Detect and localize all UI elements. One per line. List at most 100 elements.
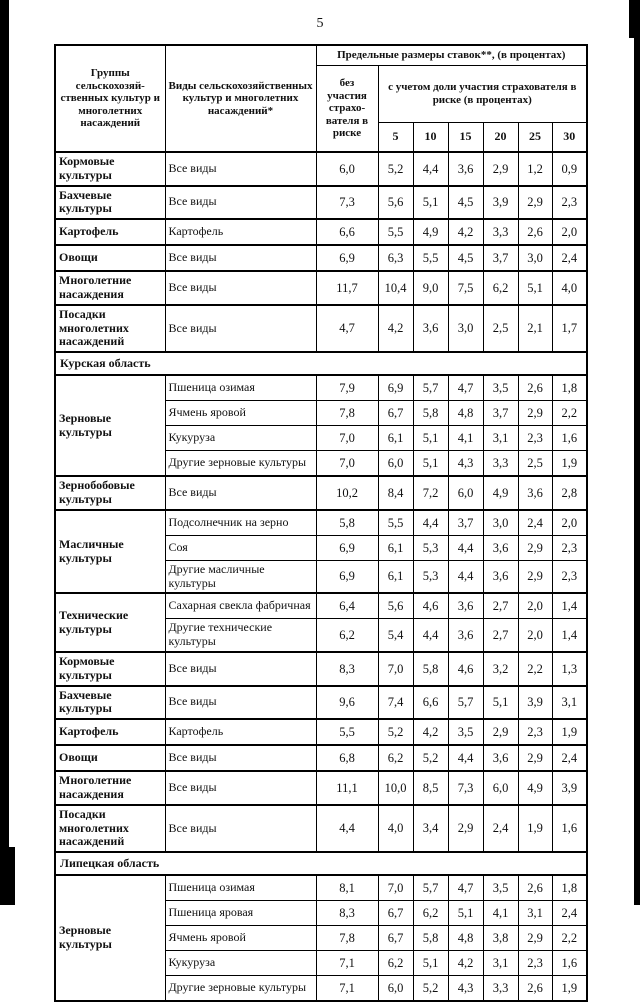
rate-value: 6,0 [447, 475, 484, 511]
rate-value: 6,7 [377, 400, 414, 427]
rate-value: 1,8 [551, 374, 588, 402]
rate-value: 2,9 [517, 559, 553, 594]
region-row: Курская область [54, 351, 588, 377]
table-row: Масличные культуры Подсолнечник на зерно 5… [54, 508, 588, 594]
table-row: Картофель Картофель 5,5 5,2 4,2 3,5 2,9 2,3 1,9 [54, 718, 588, 746]
rate-value: 2,3 [551, 559, 588, 594]
header-no-participation: без участия страхо-вателя в риске [315, 65, 379, 153]
rate-value: 1,7 [551, 303, 588, 353]
crop-type-name: Все виды [164, 151, 317, 187]
crop-type-name: Подсолнечник на зерно [164, 508, 317, 536]
rate-value: 4,7 [447, 874, 484, 902]
rate-value: 3,6 [447, 592, 484, 620]
crop-type-name: Все виды [164, 770, 317, 806]
rate-value: 4,2 [447, 950, 484, 977]
rate-value: 6,0 [315, 151, 379, 187]
rate-value: 1,8 [551, 874, 588, 902]
rate-value: 2,7 [482, 592, 519, 620]
rate-value: 8,3 [315, 900, 379, 927]
rate-value: 4,5 [447, 184, 484, 220]
rate-value: 6,9 [315, 559, 379, 594]
table-row: Многолетние насаждения Все виды 11,1 10,0 8,… [54, 770, 588, 806]
rate-value: 6,6 [412, 684, 449, 720]
rate-value: 5,1 [412, 950, 449, 977]
rate-value: 6,0 [482, 770, 519, 806]
rate-value: 5,8 [412, 925, 449, 952]
rate-value: 4,8 [447, 925, 484, 952]
crop-group-name: Кормовые культуры [54, 151, 166, 187]
crop-type-name: Все виды [164, 270, 317, 306]
crop-group-name: Масличные культуры [54, 508, 166, 594]
rate-value: 5,6 [377, 592, 414, 620]
rate-value: 3,7 [482, 244, 519, 272]
rate-value: 5,1 [412, 450, 449, 477]
crop-type-name: Все виды [164, 244, 317, 272]
rate-value: 11,7 [315, 270, 379, 306]
rate-value: 2,2 [551, 925, 588, 952]
rate-value: 4,2 [447, 218, 484, 246]
rate-value: 8,3 [315, 650, 379, 687]
table-row: Картофель Картофель 6,6 5,5 4,9 4,2 3,3 2,6 2,0 [54, 218, 588, 246]
rate-value: 4,4 [412, 508, 449, 536]
crop-type-name: Пшеница озимая [164, 374, 317, 402]
rate-value: 2,3 [551, 534, 588, 561]
rate-value: 4,4 [447, 534, 484, 561]
rate-value: 3,6 [517, 475, 553, 511]
rate-value: 2,9 [482, 151, 519, 187]
header-percent-5: 5 [377, 122, 414, 153]
rate-value: 3,6 [482, 559, 519, 594]
table-row: Кормовые культуры Все виды 8,3 7,0 5,8 4,6 3,2… [54, 650, 588, 687]
rate-value: 4,0 [377, 803, 414, 853]
rate-value: 3,6 [447, 151, 484, 187]
rate-value: 3,3 [482, 450, 519, 477]
rate-value: 5,1 [412, 425, 449, 452]
rate-value: 2,3 [517, 425, 553, 452]
crop-type-name: Сахарная свекла фабричная [164, 592, 317, 620]
rate-value: 3,5 [482, 374, 519, 402]
rate-value: 6,2 [482, 270, 519, 306]
rate-value: 3,6 [412, 303, 449, 353]
rate-value: 4,4 [315, 803, 379, 853]
crop-type-name: Все виды [164, 744, 317, 772]
rate-value: 6,9 [315, 244, 379, 272]
rate-value: 5,1 [517, 270, 553, 306]
rate-value: 3,4 [412, 803, 449, 853]
rate-value: 6,2 [377, 950, 414, 977]
header-crop-types: Виды сельскохозяйственных культур и мног… [164, 44, 317, 153]
table-row: Зерновые культуры Пшеница озимая 7,9 6,9 5,7… [54, 374, 588, 477]
rate-value: 10,4 [377, 270, 414, 306]
rate-value: 1,9 [551, 450, 588, 477]
crop-group-name: Бахчевые культуры [54, 684, 166, 720]
rate-value: 6,1 [377, 425, 414, 452]
rate-value: 10,0 [377, 770, 414, 806]
rate-value: 7,8 [315, 400, 379, 427]
crop-type-name: Другие технические культуры [164, 618, 317, 653]
scan-edge-left [0, 0, 9, 905]
rates-table-body: Кормовые культуры Все виды 6,0 5,2 4,4 3,6 2,9… [54, 151, 588, 1002]
rate-value: 4,6 [447, 650, 484, 687]
rate-value: 5,2 [412, 975, 449, 1002]
rate-value: 4,1 [447, 425, 484, 452]
rate-value: 6,3 [377, 244, 414, 272]
rate-value: 4,9 [482, 475, 519, 511]
rate-value: 6,2 [315, 618, 379, 653]
rate-value: 2,9 [517, 534, 553, 561]
rate-value: 2,4 [551, 900, 588, 927]
table-row: Овощи Все виды 6,9 6,3 5,5 4,5 3,7 3,0 2,4 [54, 244, 588, 272]
rate-value: 4,1 [482, 900, 519, 927]
rate-value: 5,5 [377, 218, 414, 246]
rate-value: 4,2 [412, 718, 449, 746]
header-percent-15: 15 [447, 122, 484, 153]
crop-type-name: Все виды [164, 303, 317, 353]
crop-type-name: Все виды [164, 475, 317, 511]
rate-value: 6,1 [377, 534, 414, 561]
rate-value: 3,3 [482, 975, 519, 1002]
header-percent-30: 30 [551, 122, 588, 153]
rate-value: 9,0 [412, 270, 449, 306]
rate-value: 6,0 [377, 975, 414, 1002]
rate-value: 4,3 [447, 975, 484, 1002]
crop-group-name: Зернобобовые культуры [54, 475, 166, 511]
rate-value: 5,8 [412, 650, 449, 687]
rate-value: 3,9 [517, 684, 553, 720]
